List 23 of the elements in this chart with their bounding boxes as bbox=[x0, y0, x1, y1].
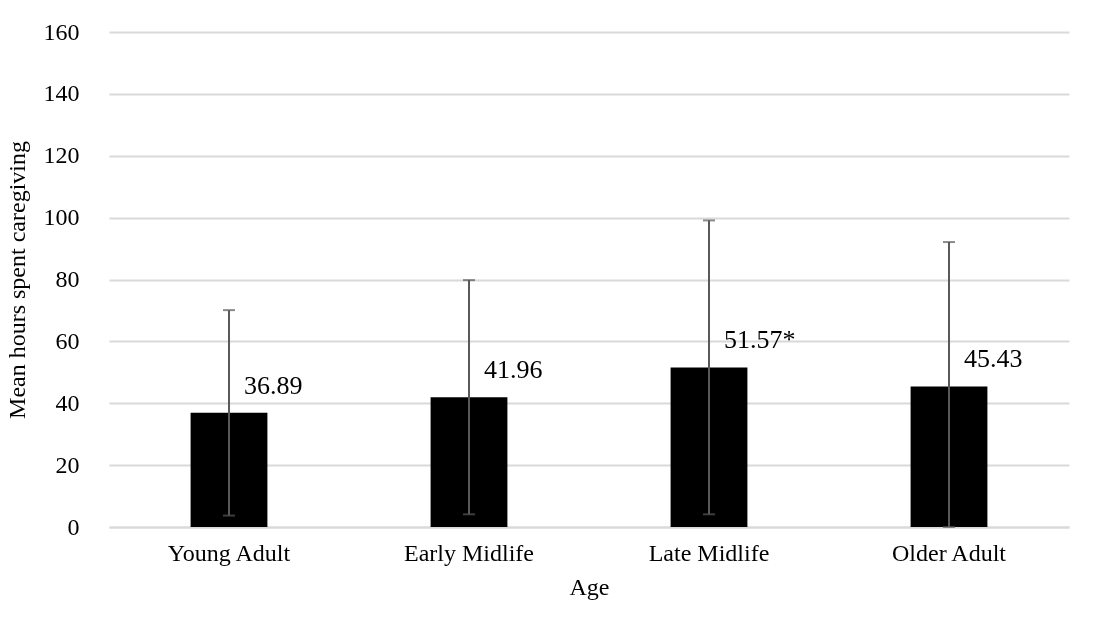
bar bbox=[190, 412, 268, 527]
bar bbox=[670, 367, 748, 527]
bar bbox=[910, 386, 988, 527]
y-axis-title: Mean hours spent caregiving bbox=[3, 141, 30, 419]
y-tick-label: 160 bbox=[43, 18, 80, 45]
x-tick-label: Young Adult bbox=[167, 539, 291, 566]
y-tick-label: 80 bbox=[55, 266, 80, 292]
y-tick-label: 60 bbox=[55, 327, 80, 354]
data-label: 45.43 bbox=[964, 344, 1023, 374]
y-tick-label: 40 bbox=[55, 389, 80, 416]
y-tick-label: 100 bbox=[43, 204, 80, 231]
x-tick-label: Early Midlife bbox=[404, 539, 534, 566]
y-tick-label: 0 bbox=[67, 513, 80, 540]
bar bbox=[430, 397, 508, 527]
y-tick-label: 140 bbox=[43, 80, 80, 107]
data-label: 51.57* bbox=[724, 325, 796, 355]
x-axis-title: Age bbox=[569, 573, 610, 600]
y-tick-label: 120 bbox=[43, 142, 80, 169]
data-label: 36.89 bbox=[244, 370, 303, 400]
x-tick-label: Older Adult bbox=[892, 539, 1007, 566]
y-tick-label: 20 bbox=[55, 451, 80, 478]
data-label: 41.96 bbox=[484, 355, 543, 385]
x-tick-label: Late Midlife bbox=[648, 539, 770, 566]
